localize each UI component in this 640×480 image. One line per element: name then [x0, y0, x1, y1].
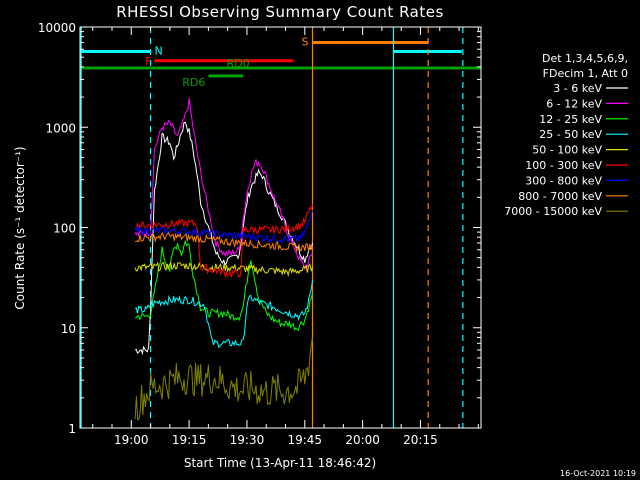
x-tick-label: 19:30 — [230, 433, 265, 447]
series-line — [134, 337, 313, 421]
y-tick-label: 10000 — [38, 21, 76, 35]
flag-label-f: F — [145, 55, 151, 68]
footer-date: 16-Oct-2021 10:19 — [560, 469, 636, 478]
legend: Det 1,3,4,5,6,9, FDecim 1, Att 0 3 - 6 k… — [504, 52, 628, 218]
x-tick-label: 19:15 — [172, 433, 207, 447]
legend-entry-label: 300 - 800 keV — [525, 174, 602, 187]
series-line — [134, 97, 313, 272]
flag-label-rd6: RD6 — [182, 76, 205, 89]
series-line — [134, 279, 313, 349]
x-tick-label: 20:00 — [345, 433, 380, 447]
series-line — [135, 239, 313, 332]
legend-entry-label: 50 - 100 keV — [532, 144, 602, 157]
y-tick-label: 1 — [68, 422, 76, 436]
flag-label-s: S — [302, 36, 309, 49]
series-line — [134, 204, 313, 279]
y-axis-label: Count Rate (s⁻¹ detector⁻¹) — [13, 146, 27, 309]
x-tick-label: 19:00 — [114, 433, 149, 447]
legend-entry-label: 3 - 6 keV — [553, 82, 602, 95]
legend-entry-label: 7000 - 15000 keV — [504, 205, 602, 218]
axis-layer: 1 10 100 1000 10000 19:00 19:15 19:30 19:45 20:00… — [38, 21, 481, 447]
x-tick-label: 19:45 — [287, 433, 322, 447]
y-tick-label: 1000 — [45, 121, 76, 135]
legend-header-line-1: Det 1,3,4,5,6,9, — [542, 52, 628, 65]
legend-entry-label: 12 - 25 keV — [539, 113, 602, 126]
series-line — [134, 261, 313, 277]
legend-entry-label: 6 - 12 keV — [546, 97, 602, 110]
x-tick-label: 20:15 — [403, 433, 438, 447]
series-layer — [134, 97, 313, 421]
series-line — [134, 209, 313, 244]
y-tick-label: 100 — [53, 222, 76, 236]
flag-label-rd0: RD0 — [227, 57, 250, 70]
x-axis-label: Start Time (13-Apr-11 18:46:42) — [184, 456, 376, 470]
chart-title: RHESSI Observing Summary Count Rates — [116, 3, 444, 21]
legend-entry-label: 100 - 300 keV — [525, 159, 602, 172]
y-tick-label: 10 — [61, 322, 76, 336]
legend-entry-label: 800 - 7000 keV — [518, 190, 602, 203]
legend-entry-label: 25 - 50 keV — [539, 128, 602, 141]
legend-header-line-2: FDecim 1, Att 0 — [543, 67, 628, 80]
flag-label-n: N — [155, 44, 163, 57]
series-line — [134, 231, 313, 253]
series-line — [134, 121, 313, 356]
